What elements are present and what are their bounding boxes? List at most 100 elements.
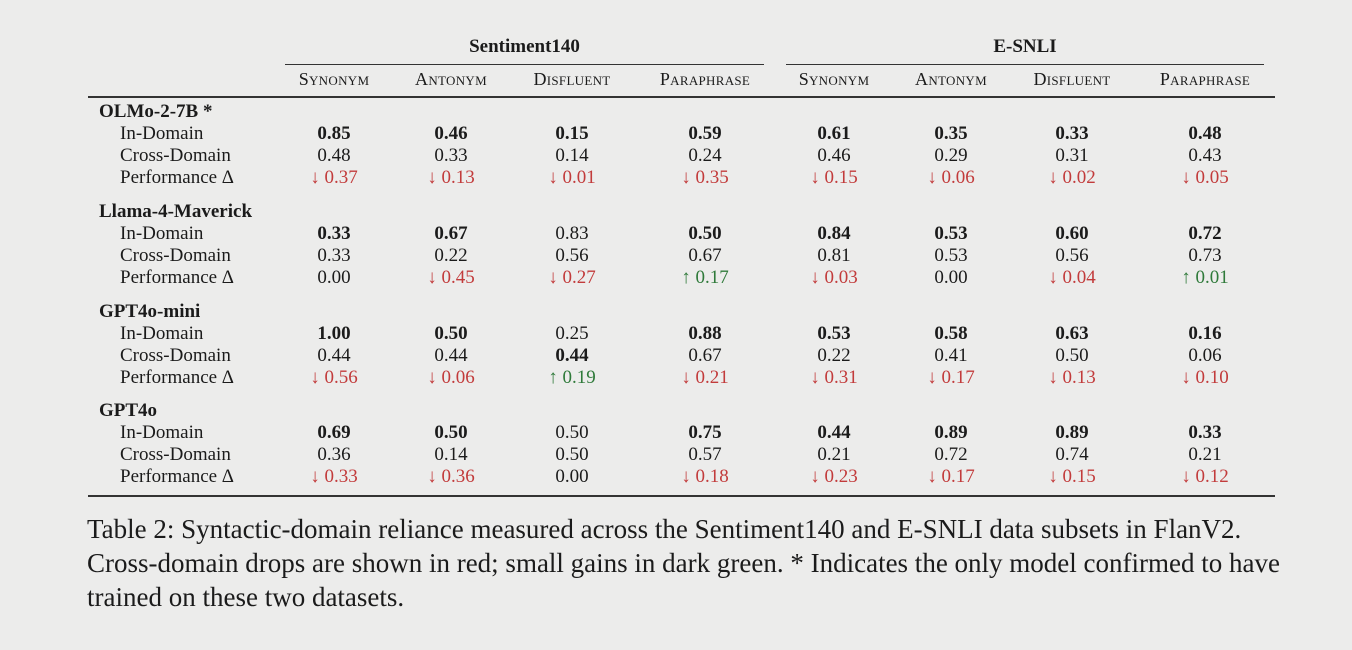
table-cell: ↓ 0.27 xyxy=(548,267,596,288)
table-cell: 0.89 xyxy=(1055,422,1089,443)
table-cell: 0.29 xyxy=(934,145,968,166)
table-cell: 0.50 xyxy=(688,223,722,244)
model-name: OLMo-2-7B * xyxy=(99,101,213,122)
row-label: Cross-Domain xyxy=(120,444,231,465)
table-cell: 0.44 xyxy=(817,422,851,443)
table-cell: 0.67 xyxy=(434,223,468,244)
model-name: Llama-4-Maverick xyxy=(99,201,253,222)
table-cell: 0.00 xyxy=(934,267,968,288)
table-cell: 0.60 xyxy=(1055,223,1089,244)
table-cell: ↓ 0.02 xyxy=(1048,167,1096,188)
row-label: Cross-Domain xyxy=(120,245,231,266)
table-cell: ↓ 0.12 xyxy=(1181,466,1229,487)
table-cell: 0.14 xyxy=(555,145,589,166)
table-cell: 0.22 xyxy=(434,245,468,266)
row-label: Performance Δ xyxy=(120,466,235,487)
row-label: Cross-Domain xyxy=(120,145,231,166)
table-cell: 0.69 xyxy=(317,422,351,443)
column-header: Synonym xyxy=(798,69,870,89)
table-cell: 0.44 xyxy=(555,345,589,366)
table-cell: 0.58 xyxy=(934,323,968,344)
table-cell: 0.81 xyxy=(817,245,851,266)
table-cell: 0.73 xyxy=(1188,245,1222,266)
table-cell: 0.33 xyxy=(317,223,351,244)
table-cell: ↓ 0.13 xyxy=(427,167,475,188)
table-cell: 0.89 xyxy=(934,422,968,443)
table-cell: ↓ 0.45 xyxy=(427,267,475,288)
table-cell: ↓ 0.06 xyxy=(427,367,475,388)
column-header: Paraphrase xyxy=(1159,69,1251,89)
table-cell: 0.56 xyxy=(555,245,589,266)
table-cell: 0.53 xyxy=(934,245,968,266)
table-cell: 0.50 xyxy=(434,422,468,443)
column-header: Antonym xyxy=(915,69,987,89)
table-cell: 0.16 xyxy=(1188,323,1222,344)
table-cell: 0.57 xyxy=(688,444,722,465)
table-cell: ↓ 0.17 xyxy=(927,367,975,388)
table-cell: 0.21 xyxy=(817,444,851,465)
table-cell: 0.14 xyxy=(434,444,468,465)
table-cell: 0.63 xyxy=(1055,323,1089,344)
table-cell: ↓ 0.13 xyxy=(1048,367,1096,388)
table-cell: ↓ 0.31 xyxy=(810,367,858,388)
table-cell: ↓ 0.21 xyxy=(681,367,729,388)
model-name: GPT4o xyxy=(99,400,158,421)
table-cell: 0.22 xyxy=(817,345,851,366)
table-cell: 0.24 xyxy=(688,145,722,166)
table-cell: 0.33 xyxy=(1188,422,1222,443)
table-cell: ↓ 0.36 xyxy=(427,466,475,487)
table-cell: ↓ 0.15 xyxy=(1048,466,1096,487)
table-cell: 0.00 xyxy=(317,267,351,288)
table-cell: 0.15 xyxy=(555,123,589,144)
table-cell: ↓ 0.37 xyxy=(310,167,358,188)
table-cell: 0.74 xyxy=(1055,444,1089,465)
table-cell: ↓ 0.18 xyxy=(681,466,729,487)
table-cell: 0.46 xyxy=(434,123,468,144)
table-cell: 0.44 xyxy=(434,345,468,366)
table-cell: ↓ 0.03 xyxy=(810,267,858,288)
row-label: In-Domain xyxy=(120,323,204,344)
table-cell: ↓ 0.05 xyxy=(1181,167,1229,188)
table-cell: ↓ 0.33 xyxy=(310,466,358,487)
table-cell: ↓ 0.17 xyxy=(927,466,975,487)
table-cell: 0.21 xyxy=(1188,444,1222,465)
table-cell: ↓ 0.23 xyxy=(810,466,858,487)
table-cell: 0.33 xyxy=(434,145,468,166)
model-name: GPT4o-mini xyxy=(99,301,201,322)
top-rule xyxy=(88,96,1275,98)
row-label: Performance Δ xyxy=(120,367,235,388)
table-cell: ↑ 0.19 xyxy=(548,367,596,388)
table-cell: 0.06 xyxy=(1188,345,1222,366)
table-cell: 0.48 xyxy=(317,145,351,166)
table-cell: ↓ 0.15 xyxy=(810,167,858,188)
table-cell: ↓ 0.06 xyxy=(927,167,975,188)
row-label: In-Domain xyxy=(120,422,204,443)
table-cell: 0.50 xyxy=(434,323,468,344)
table-cell: 0.50 xyxy=(555,444,589,465)
table-cell: 0.84 xyxy=(817,223,851,244)
table-cell: 0.61 xyxy=(817,123,851,144)
row-label: Performance Δ xyxy=(120,267,235,288)
table-cell: ↓ 0.01 xyxy=(548,167,596,188)
table-caption: Table 2: Syntactic-domain reliance measu… xyxy=(87,514,1280,612)
column-header: Synonym xyxy=(298,69,370,89)
table-cell: ↑ 0.01 xyxy=(1181,267,1229,288)
table-cell: ↓ 0.04 xyxy=(1048,267,1096,288)
table-cell: 0.50 xyxy=(555,422,589,443)
row-label: In-Domain xyxy=(120,223,204,244)
table-cell: ↓ 0.56 xyxy=(310,367,358,388)
table-cell: 0.46 xyxy=(817,145,851,166)
table-cell: 0.00 xyxy=(555,466,589,487)
row-label: In-Domain xyxy=(120,123,204,144)
table-cell: 1.00 xyxy=(317,323,351,344)
table-cell: 0.56 xyxy=(1055,245,1089,266)
table-cell: 0.85 xyxy=(317,123,351,144)
column-header: Disfluent xyxy=(1033,69,1111,89)
table-cell: 0.59 xyxy=(688,123,722,144)
table-cell: 0.31 xyxy=(1055,145,1089,166)
table-cell: 0.50 xyxy=(1055,345,1089,366)
group-header-esnli: E-SNLI xyxy=(993,36,1057,57)
row-label: Performance Δ xyxy=(120,167,235,188)
table-cell: 0.53 xyxy=(817,323,851,344)
table-cell: 0.36 xyxy=(317,444,351,465)
